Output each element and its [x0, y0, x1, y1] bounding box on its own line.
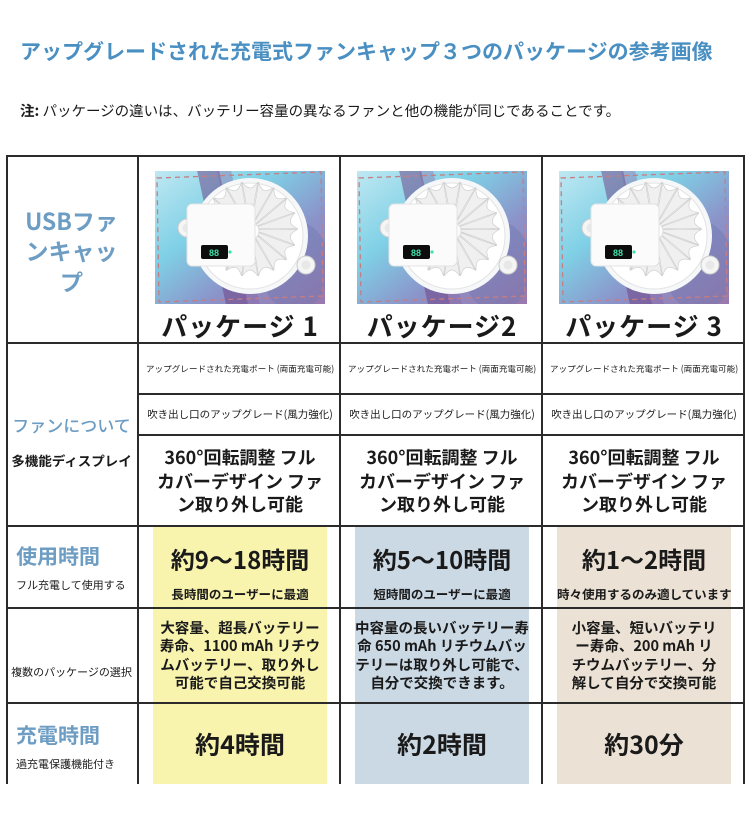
- svg-text:88: 88: [209, 248, 219, 258]
- svg-text:88: 88: [411, 248, 421, 258]
- svg-text:88: 88: [613, 248, 623, 258]
